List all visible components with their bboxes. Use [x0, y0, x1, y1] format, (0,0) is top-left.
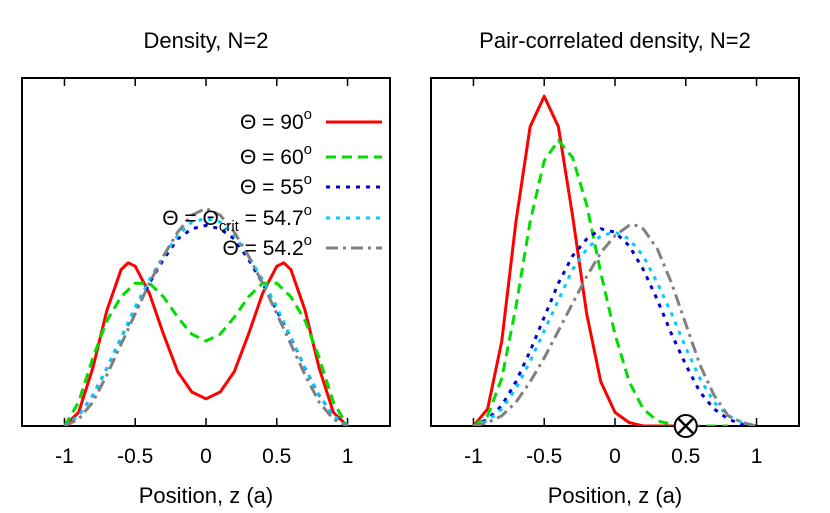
- pair-density-curves: [472, 94, 757, 426]
- legend-entry-5: Θ = 54.2o: [223, 232, 312, 260]
- marker-cross-b: [677, 418, 694, 434]
- pair-density-plot-frame: [430, 77, 800, 427]
- legend-entry-2: Θ = 60o: [240, 141, 312, 169]
- fixed-particle-marker: [673, 414, 698, 438]
- x-tick-label: -0.5: [526, 445, 562, 468]
- series-line-4: [472, 230, 757, 426]
- density-curves: [63, 206, 349, 426]
- x-tick-label: -0.5: [117, 445, 153, 468]
- series-line-2: [63, 281, 349, 426]
- legend-text-suffix: = 54.7: [239, 207, 304, 230]
- x-tick-label: 0: [200, 445, 212, 468]
- series-line-1: [63, 261, 349, 426]
- legend-entry-1: Θ = 90o: [240, 106, 312, 134]
- pair-density-x-ticks: -1 -0.5 0 0.5 1: [464, 78, 762, 468]
- series-line-5: [473, 223, 757, 426]
- legend-text-main: Θ = 60: [240, 146, 304, 169]
- x-tick-label: 1: [342, 445, 354, 468]
- density-plot-frame: [21, 77, 391, 427]
- series-line-2: [472, 138, 729, 426]
- series-line-4: [63, 217, 349, 426]
- x-tick-label: 0: [609, 445, 621, 468]
- legend-text-superscript: o: [304, 202, 312, 219]
- density-x-axis-label: Position, z (a): [139, 483, 274, 508]
- legend-text-main: Θ = 55: [240, 176, 304, 199]
- pair-density-x-axis-label: Position, z (a): [548, 483, 683, 508]
- legend-text-superscript: o: [304, 141, 312, 158]
- series-line-3: [63, 223, 349, 426]
- legend-text-main: Θ = 90: [240, 111, 304, 134]
- legend-text-subscript: crit: [219, 218, 240, 235]
- x-tick-label: 0.5: [262, 445, 291, 468]
- x-tick-label: -1: [55, 445, 74, 468]
- legend-entry-4: Θ = Θcrit = 54.7o: [162, 202, 312, 235]
- legend-text-main: Θ = 54.2: [223, 237, 304, 260]
- legend-entry-3: Θ = 55o: [240, 171, 312, 199]
- x-tick-label: -1: [464, 445, 483, 468]
- series-line-5: [63, 206, 349, 426]
- pair-density-chart: Pair-correlated density, N=2 -1 -0.5 0 0.5 1…: [430, 28, 800, 508]
- legend-text-superscript: o: [304, 106, 312, 123]
- legend-text-main: Θ = Θ: [162, 207, 219, 230]
- x-tick-label: 1: [751, 445, 763, 468]
- legend-text-superscript: o: [304, 232, 312, 249]
- series-line-1: [472, 94, 686, 426]
- pair-density-chart-title: Pair-correlated density, N=2: [479, 28, 751, 53]
- density-x-ticks: -1 -0.5 0 0.5 1: [55, 78, 353, 468]
- series-line-3: [472, 227, 757, 426]
- legend-text-superscript: o: [304, 171, 312, 188]
- density-chart-title: Density, N=2: [144, 28, 269, 53]
- x-tick-label: 0.5: [671, 445, 700, 468]
